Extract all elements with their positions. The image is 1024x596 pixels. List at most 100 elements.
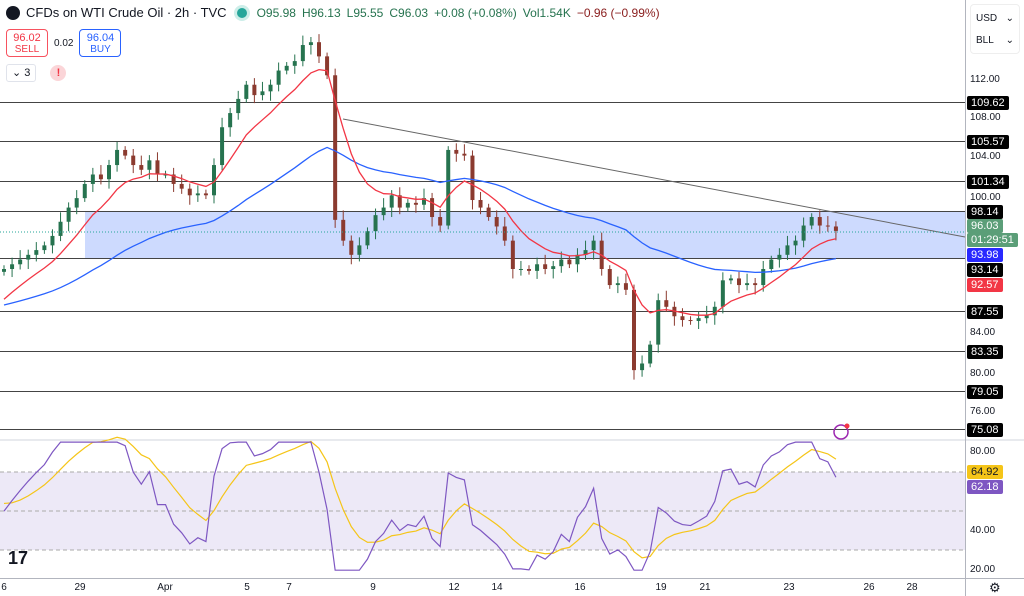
candle (90, 167, 95, 192)
candle (486, 203, 491, 221)
price-level-label: 83.35 (967, 345, 1003, 359)
settings-icon[interactable]: ⚙ (989, 580, 1001, 595)
candle (510, 235, 515, 279)
unit-select[interactable]: BLL ⌄ (976, 34, 1014, 46)
rsi-ma-label: 64.92 (967, 465, 1003, 479)
candle (615, 276, 620, 294)
candle (575, 248, 580, 273)
candle (82, 180, 87, 202)
rsi-value-label: 62.18 (967, 480, 1003, 494)
candle (220, 117, 225, 171)
last-price-label: 96.03 (967, 219, 1003, 233)
price-level-label: 93.14 (967, 263, 1003, 277)
oil-drop-icon (6, 5, 20, 20)
candle (696, 311, 701, 330)
candle (179, 174, 184, 194)
rsi-ma-line (3, 436, 837, 559)
candle (66, 202, 71, 232)
low-value: L95.55 (346, 5, 384, 20)
indicators-toggle[interactable]: ⌄ 3 (6, 64, 37, 82)
currency-select[interactable]: USD ⌄ (976, 12, 1014, 24)
slow-ma-label: 93.98 (967, 248, 1003, 262)
candle (680, 308, 685, 327)
date-tick-label: 26 (863, 582, 875, 593)
price-tick-label: 108.00 (970, 112, 1001, 123)
warning-icon[interactable]: ! (50, 65, 67, 81)
candle (228, 107, 233, 137)
candle (276, 62, 281, 92)
candle (454, 143, 459, 162)
candle (300, 35, 305, 67)
rsi-tick-label: 20.00 (970, 564, 996, 575)
axis-settings[interactable]: USD ⌄ BLL ⌄ (970, 4, 1020, 54)
price-tick-label: 76.00 (970, 406, 996, 417)
candle (535, 257, 540, 279)
candle (777, 248, 782, 268)
candle (58, 212, 63, 242)
date-tick-label: 19 (655, 582, 667, 593)
candle (74, 190, 79, 215)
descending-trendline[interactable] (342, 118, 966, 238)
candle (833, 221, 838, 241)
alert-icon[interactable] (833, 423, 850, 440)
price-level-label: 98.14 (967, 205, 1003, 219)
candle (769, 255, 774, 273)
candle (623, 273, 628, 295)
slow-moving-average-line (3, 146, 837, 306)
candle (648, 340, 653, 368)
trade-panel: 96.02 SELL 0.02 96.04 BUY (6, 29, 122, 57)
candle (567, 255, 572, 269)
candle (268, 79, 273, 101)
candle (809, 213, 814, 230)
rsi-band (0, 472, 965, 550)
candle (543, 254, 548, 275)
candle (34, 242, 39, 262)
high-value: H96.13 (301, 5, 341, 20)
candle (793, 235, 798, 255)
date-tick-label: 12 (448, 582, 460, 593)
candle (494, 210, 499, 235)
candle (203, 189, 208, 200)
candle (405, 199, 410, 212)
date-tick-label: 9 (370, 582, 376, 593)
candle (801, 217, 806, 248)
candle (430, 192, 435, 227)
candle (50, 229, 55, 254)
candle (123, 146, 128, 160)
date-tick-label: 28 (906, 582, 918, 593)
candle (446, 146, 451, 230)
tradingview-logo: 17 (8, 548, 29, 568)
candle (26, 249, 31, 269)
candle (462, 144, 467, 161)
candle (98, 165, 103, 185)
candle (478, 191, 483, 215)
candle (656, 293, 661, 353)
price-tick-label: 80.00 (970, 368, 996, 379)
spread-value: 0.02 (54, 37, 74, 49)
buy-button[interactable]: 96.04 BUY (79, 29, 122, 57)
candle (195, 185, 200, 202)
date-tick-label: 23 (783, 582, 795, 593)
date-tick-label: 7 (286, 582, 292, 593)
price-tick-label: 84.00 (970, 327, 996, 338)
candle (349, 235, 354, 265)
symbol-header: CFDs on WTI Crude Oil · 2h · TVC O95.98 … (6, 5, 660, 20)
candle (365, 227, 370, 250)
candle (761, 260, 766, 292)
sell-button[interactable]: 96.02 SELL (6, 29, 48, 57)
candle (672, 301, 677, 326)
candle (583, 240, 588, 261)
volume-change: −0.96 (−0.99%) (576, 5, 660, 20)
candle (212, 158, 216, 204)
candle (236, 90, 241, 120)
candle (131, 148, 136, 174)
candle (139, 155, 144, 175)
symbol-title[interactable]: CFDs on WTI Crude Oil · 2h · TVC (26, 5, 227, 20)
candle (244, 80, 249, 103)
candle (10, 257, 15, 278)
candle (640, 355, 645, 377)
rsi-line (3, 441, 837, 571)
candle (317, 34, 321, 63)
candle (107, 159, 111, 189)
